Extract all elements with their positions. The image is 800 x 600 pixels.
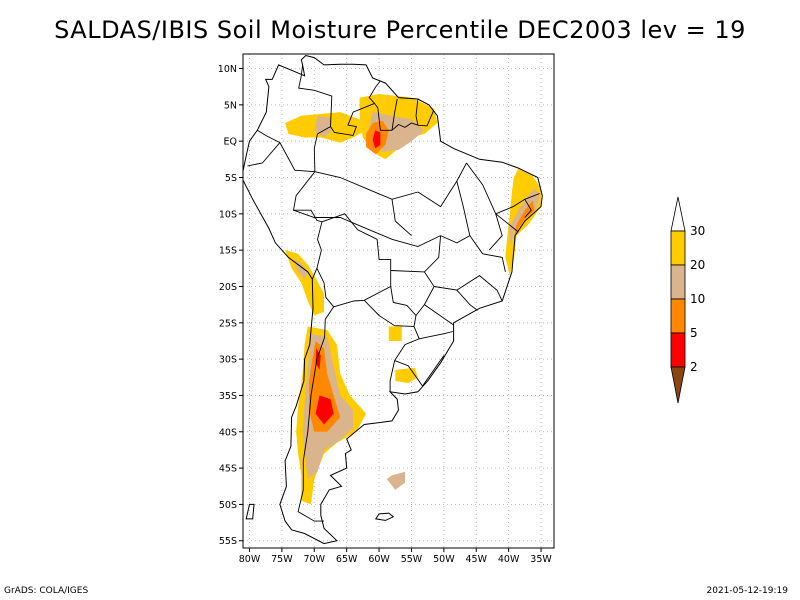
country-border: [368, 80, 381, 104]
colorbar-legend: 30 20 10 5 2: [670, 196, 705, 404]
country-border: [391, 199, 412, 236]
country-border: [316, 268, 335, 308]
country-border: [292, 171, 323, 223]
anomaly-region-20-30: [388, 326, 402, 341]
y-tick-label: 40S: [219, 427, 237, 438]
country-border: [293, 209, 441, 247]
x-tick-label: 40W: [498, 554, 520, 565]
anomaly-region-2-5: [315, 395, 334, 425]
y-tick-label: 10N: [218, 64, 237, 75]
country-border: [321, 213, 392, 287]
y-tick-label: 20S: [219, 282, 237, 293]
colorbar-bin: [670, 264, 686, 300]
map-frame: [242, 53, 555, 549]
y-tick-label: 45S: [219, 464, 237, 475]
y-tick-label: 55S: [219, 536, 237, 547]
country-border: [374, 103, 434, 131]
anomaly-region-20-30: [505, 168, 541, 276]
y-tick-label: 50S: [219, 500, 237, 511]
coastlines-and-borders: [243, 54, 543, 545]
x-tick-label: 60W: [368, 554, 390, 565]
y-tick-label: EQ: [224, 137, 237, 148]
colorbar-label: 5: [690, 326, 698, 340]
colorbar-label: 20: [690, 258, 705, 272]
anomaly-region-20-30: [395, 367, 418, 384]
y-tick-label: 30S: [219, 355, 237, 366]
country-border: [311, 221, 323, 280]
x-tick-label: 70W: [304, 554, 326, 565]
colorbar-bin: [670, 332, 686, 368]
colorbar-label: 10: [690, 292, 705, 306]
country-border: [390, 286, 417, 327]
country-border: [390, 235, 442, 273]
anomaly-region-5-10: [513, 200, 535, 240]
island-outline: [374, 512, 395, 521]
country-border: [391, 98, 398, 131]
country-border: [524, 199, 532, 218]
timestamp: 2021-05-12-19:19: [706, 586, 789, 596]
country-border: [424, 304, 454, 326]
country-border: [257, 129, 281, 144]
country-border: [363, 299, 415, 327]
x-tick-label: 80W: [239, 554, 261, 565]
y-tick-label: 35S: [219, 391, 237, 402]
country-border: [415, 98, 419, 126]
anomaly-region-2-5: [315, 348, 321, 370]
country-border: [469, 235, 506, 272]
colorbar-label: 30: [690, 224, 705, 238]
country-border: [247, 142, 281, 167]
country-border: [314, 171, 419, 200]
colorbar-bin: [670, 230, 686, 266]
x-tick-label: 65W: [336, 554, 358, 565]
colorbar-bin: [670, 298, 686, 334]
x-tick-label: 75W: [271, 554, 293, 565]
colorbar-label: 2: [690, 360, 698, 374]
y-tick-label: 10S: [219, 209, 237, 220]
country-border: [394, 360, 423, 387]
x-tick-label: 50W: [433, 554, 455, 565]
country-border: [495, 193, 540, 215]
country-border: [298, 64, 333, 172]
anomaly-region-10-20: [386, 471, 405, 490]
y-tick-label: 15S: [219, 246, 237, 257]
country-border: [456, 275, 503, 302]
anomaly-region-20-30: [285, 250, 324, 316]
country-border: [389, 360, 396, 392]
country-border: [415, 271, 435, 316]
x-tick-label: 35W: [530, 554, 552, 565]
axis-ticks: 80W 75W 70W 65W 60W 55W 50W 45W 40W 35W 10N 5N EQ 5S 1…: [218, 64, 553, 565]
country-border: [279, 142, 315, 173]
country-border: [495, 213, 519, 233]
country-border: [434, 286, 478, 311]
anomaly-region-10-20: [314, 115, 332, 138]
colorbar-bottom-arrow: [670, 366, 686, 404]
country-border: [330, 102, 375, 136]
country-border: [422, 355, 445, 387]
y-tick-label: 5N: [224, 100, 237, 111]
grads-credit: GrADS: COLA/IGES: [4, 586, 89, 596]
y-tick-label: 25S: [219, 318, 237, 329]
x-tick-label: 55W: [401, 554, 423, 565]
x-tick-label: 45W: [466, 554, 488, 565]
country-border: [419, 331, 454, 340]
country-border: [466, 162, 503, 251]
country-border: [333, 286, 391, 308]
anomaly-region-2-5: [372, 130, 381, 149]
y-tick-label: 5S: [225, 173, 237, 184]
country-border: [394, 326, 420, 361]
coastline: [243, 54, 543, 545]
colorbar-top-arrow: [670, 196, 686, 232]
country-border: [417, 162, 467, 208]
country-border: [440, 180, 471, 244]
island-outline: [245, 503, 255, 520]
country-border: [297, 306, 335, 522]
chart-title: SALDAS/IBIS Soil Moisture Percentile DEC…: [54, 16, 746, 44]
